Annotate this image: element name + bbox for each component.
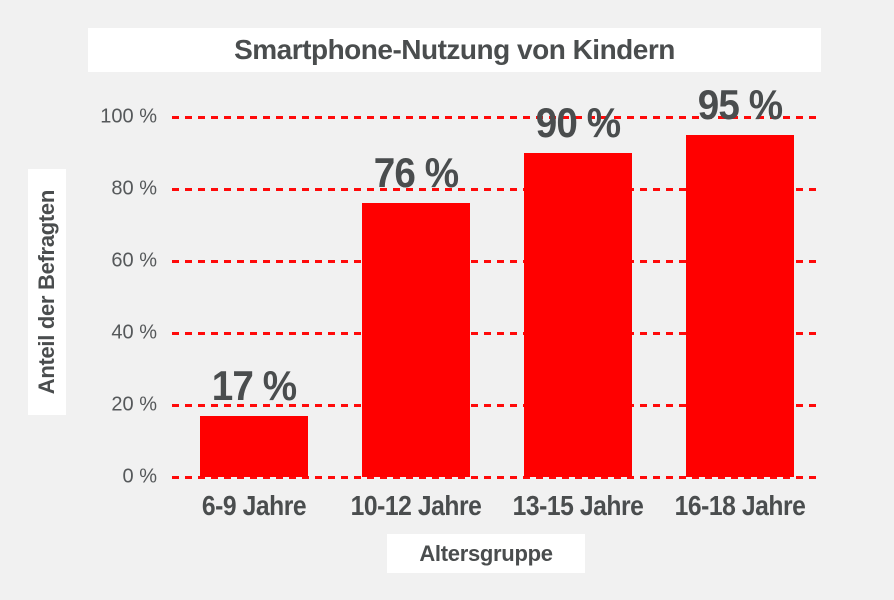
y-axis-title: Anteil der Befragten (34, 189, 59, 395)
y-tick-label-80pct: 80 % (111, 177, 157, 200)
y-tick-label-0pct: 0 % (122, 465, 157, 488)
bar-13-15-jahre (524, 153, 632, 477)
bar-10-12-jahre (362, 203, 470, 477)
value-label-13-15-jahre: 90 % (535, 99, 621, 146)
y-tick-label-40pct: 40 % (111, 321, 157, 344)
bar-16-18-jahre (686, 135, 794, 477)
x-tick-label-13-15-jahre: 13-15 Jahre (512, 490, 644, 521)
gridline-0pct (172, 475, 816, 479)
gridline-80pct (172, 187, 816, 191)
y-tick-label-60pct: 60 % (111, 249, 157, 272)
chart-title: Smartphone-Nutzung von Kindern (234, 34, 675, 65)
chart-title-banner: Smartphone-Nutzung von Kindern (88, 28, 821, 72)
x-tick-label-6-9-jahre: 6-9 Jahre (201, 490, 307, 521)
x-axis-title: Altersgruppe (419, 540, 553, 566)
value-label-6-9-jahre: 17 % (211, 361, 297, 409)
x-tick-label-16-18-jahre: 16-18 Jahre (674, 490, 806, 521)
gridline-40pct (172, 331, 816, 335)
y-tick-label-100pct: 100 % (100, 105, 157, 128)
y-axis-title-banner: Anteil der Befragten (28, 169, 66, 415)
gridline-20pct (172, 403, 816, 407)
x-axis-title-banner: Altersgruppe (387, 534, 585, 573)
gridline-100pct (172, 115, 816, 119)
bar-6-9-jahre (200, 415, 308, 477)
value-label-10-12-jahre: 76 % (373, 149, 459, 197)
x-tick-label-10-12-jahre: 10-12 Jahre (350, 490, 482, 521)
value-label-16-18-jahre: 95 % (697, 81, 783, 128)
y-tick-label-20pct: 20 % (111, 393, 157, 416)
gridline-60pct (172, 259, 816, 263)
